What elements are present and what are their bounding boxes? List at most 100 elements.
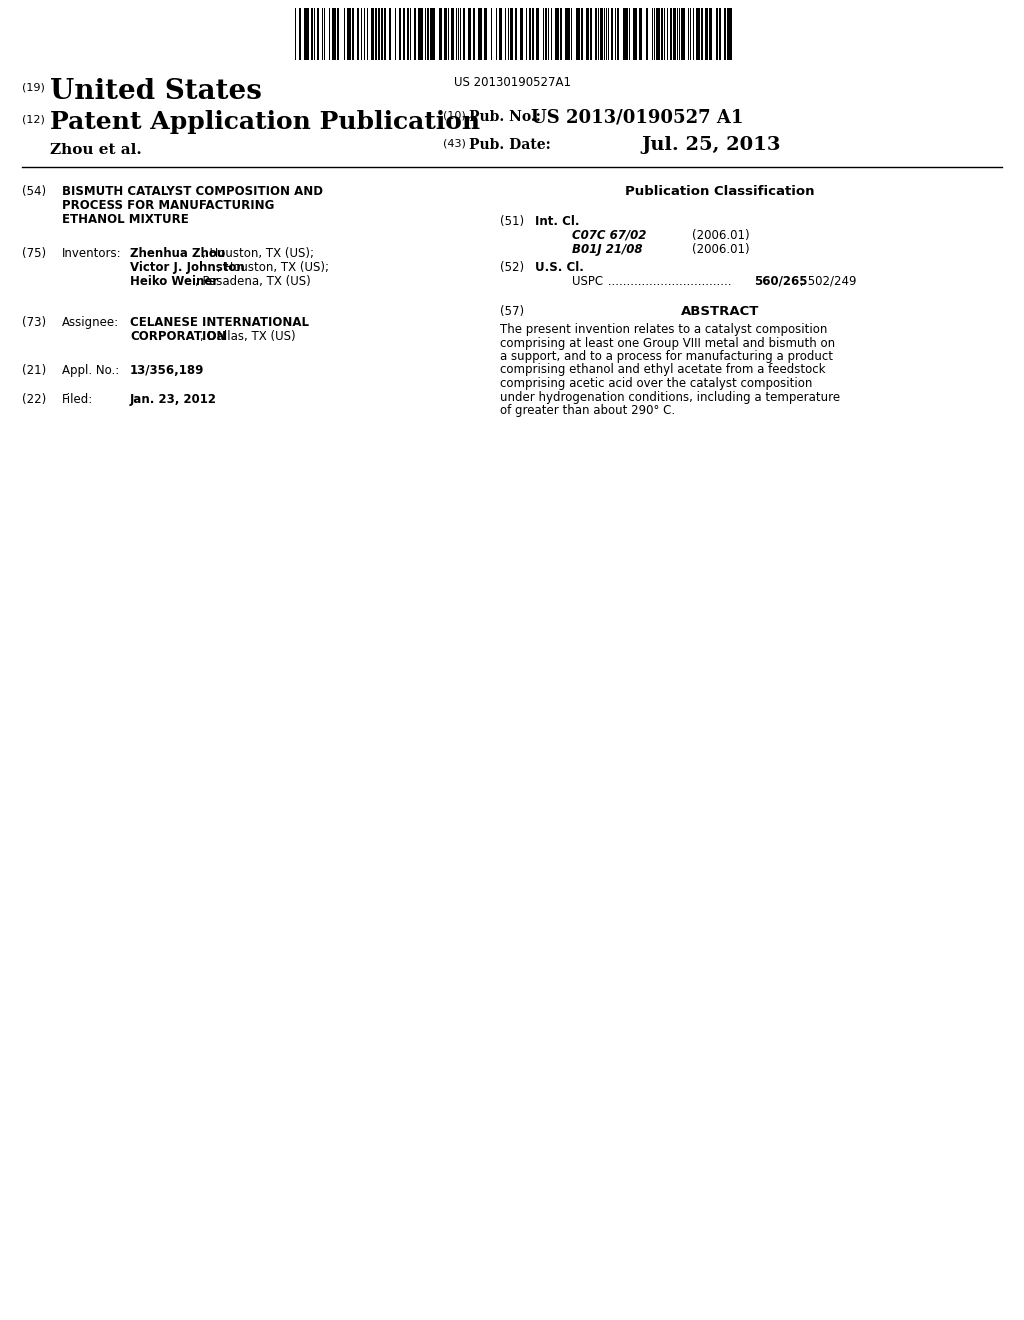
Bar [701,8,703,59]
Text: of greater than about 290° C.: of greater than about 290° C. [500,404,675,417]
Bar [407,8,409,59]
Text: Patent Application Publication: Patent Application Publication [50,110,480,135]
Bar [536,8,539,59]
Text: ABSTRACT: ABSTRACT [681,305,759,318]
Text: US 20130190527A1: US 20130190527A1 [454,77,571,88]
Bar [499,8,502,59]
Text: 13/356,189: 13/356,189 [130,364,205,378]
Bar [520,8,523,59]
Bar [656,8,660,59]
Bar [299,8,301,59]
Bar [555,8,559,59]
Bar [623,8,628,59]
Text: .................................: ................................. [604,275,731,288]
Text: PROCESS FOR MANUFACTURING: PROCESS FOR MANUFACTURING [62,199,274,213]
Bar [611,8,613,59]
Bar [337,8,339,59]
Bar [451,8,454,59]
Bar [716,8,718,59]
Bar [515,8,517,59]
Bar [484,8,487,59]
Bar [727,8,732,59]
Text: ETHANOL MIXTURE: ETHANOL MIXTURE [62,213,188,226]
Bar [463,8,465,59]
Text: (75): (75) [22,247,46,260]
Bar [617,8,618,59]
Bar [311,8,313,59]
Bar [381,8,383,59]
Bar [403,8,406,59]
Text: Inventors:: Inventors: [62,247,122,260]
Bar [444,8,447,59]
Text: US 2013/0190527 A1: US 2013/0190527 A1 [531,108,743,125]
Bar [709,8,712,59]
Text: Pub. Date:: Pub. Date: [469,139,551,152]
Text: , Houston, TX (US);: , Houston, TX (US); [202,247,314,260]
Bar [317,8,319,59]
Bar [468,8,471,59]
Bar [696,8,700,59]
Text: (10): (10) [443,110,466,120]
Bar [352,8,354,59]
Bar [719,8,721,59]
Text: Heiko Weiner: Heiko Weiner [130,275,218,288]
Text: (12): (12) [22,115,45,125]
Text: (43): (43) [443,139,466,148]
Text: a support, and to a process for manufacturing a product: a support, and to a process for manufact… [500,350,833,363]
Text: Filed:: Filed: [62,393,93,407]
Bar [646,8,648,59]
Text: BISMUTH CATALYST COMPOSITION AND: BISMUTH CATALYST COMPOSITION AND [62,185,323,198]
Text: Victor J. Johnston: Victor J. Johnston [130,261,245,275]
Text: , Dallas, TX (US): , Dallas, TX (US) [200,330,296,343]
Bar [473,8,475,59]
Bar [581,8,583,59]
Bar [586,8,589,59]
Text: Zhou et al.: Zhou et al. [50,143,141,157]
Bar [681,8,685,59]
Bar [600,8,603,59]
Bar [371,8,374,59]
Text: (21): (21) [22,364,46,378]
Bar [545,8,547,59]
Text: Pub. No.:: Pub. No.: [469,110,541,124]
Bar [590,8,592,59]
Bar [439,8,442,59]
Text: CELANESE INTERNATIONAL: CELANESE INTERNATIONAL [130,315,309,329]
Text: , Pasadena, TX (US): , Pasadena, TX (US) [195,275,310,288]
Bar [347,8,351,59]
Bar [332,8,336,59]
Text: C07C 67/02: C07C 67/02 [572,228,646,242]
Bar [595,8,597,59]
Text: (2006.01): (2006.01) [692,243,750,256]
Bar [662,8,663,59]
Bar [670,8,672,59]
Text: U.S. Cl.: U.S. Cl. [535,261,584,275]
Bar [565,8,570,59]
Bar [304,8,309,59]
Text: Appl. No.:: Appl. No.: [62,364,119,378]
Bar [639,8,642,59]
Text: United States: United States [50,78,262,106]
Text: Publication Classification: Publication Classification [626,185,815,198]
Text: 560/265: 560/265 [754,275,808,288]
Text: The present invention relates to a catalyst composition: The present invention relates to a catal… [500,323,827,337]
Bar [384,8,386,59]
Text: (54): (54) [22,185,46,198]
Text: (57): (57) [500,305,524,318]
Bar [705,8,708,59]
Bar [414,8,416,59]
Bar [724,8,726,59]
Bar [430,8,435,59]
Bar [532,8,534,59]
Text: B01J 21/08: B01J 21/08 [572,243,642,256]
Bar [378,8,380,59]
Text: Assignee:: Assignee: [62,315,119,329]
Bar [510,8,513,59]
Bar [389,8,391,59]
Text: (19): (19) [22,83,45,92]
Bar [418,8,423,59]
Text: comprising acetic acid over the catalyst composition: comprising acetic acid over the catalyst… [500,378,812,389]
Bar [375,8,377,59]
Text: comprising at least one Group VIII metal and bismuth on: comprising at least one Group VIII metal… [500,337,836,350]
Bar [399,8,401,59]
